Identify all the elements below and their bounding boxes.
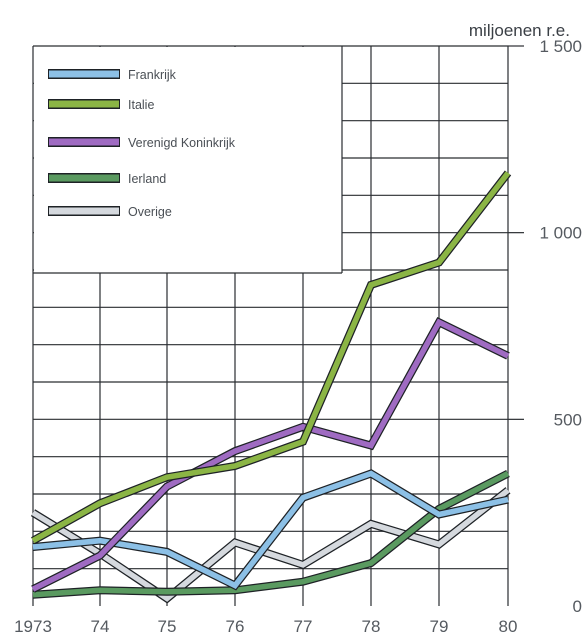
x-tick-label: 79 [430,617,449,636]
series-line-ierland [32,471,510,598]
x-tick-label: 75 [158,617,177,636]
x-tick-label: 74 [91,617,110,636]
x-tick-label: 78 [362,617,381,636]
x-tick-label: 80 [499,617,518,636]
y-tick-label: 1 500 [539,37,582,56]
legend-box [34,47,342,273]
legend-swatch [49,100,119,108]
legend-label: Frankrijk [128,68,177,82]
axes: miljoenen r.e. 1973 74 75 76 77 78 79 80 0 500 1 0… [14,21,582,636]
y-tick-label: 0 [573,597,582,616]
y-tick-label: 500 [554,410,582,429]
legend-swatch [49,70,119,78]
legend-label: Overige [128,205,172,219]
series-line-overige [31,488,510,602]
legend: Frankrijk Italie Verenigd Koninkrijk Ierlan… [33,46,343,274]
series-line-verenigd-koninkrijk [31,318,510,592]
x-tick-label: 77 [294,617,313,636]
legend-label: Italie [128,98,154,112]
legend-swatch [49,138,119,146]
legend-swatch [49,174,119,182]
series-lines [30,170,512,604]
series-line-italie [31,171,511,544]
legend-swatch [49,207,119,215]
y-tick-label: 1 000 [539,224,582,243]
legend-label: Verenigd Koninkrijk [128,136,236,150]
x-tick-label: 76 [226,617,245,636]
y-axis-unit-label: miljoenen r.e. [469,21,570,40]
legend-label: Ierland [128,172,166,186]
x-tick-label: 1973 [14,617,52,636]
